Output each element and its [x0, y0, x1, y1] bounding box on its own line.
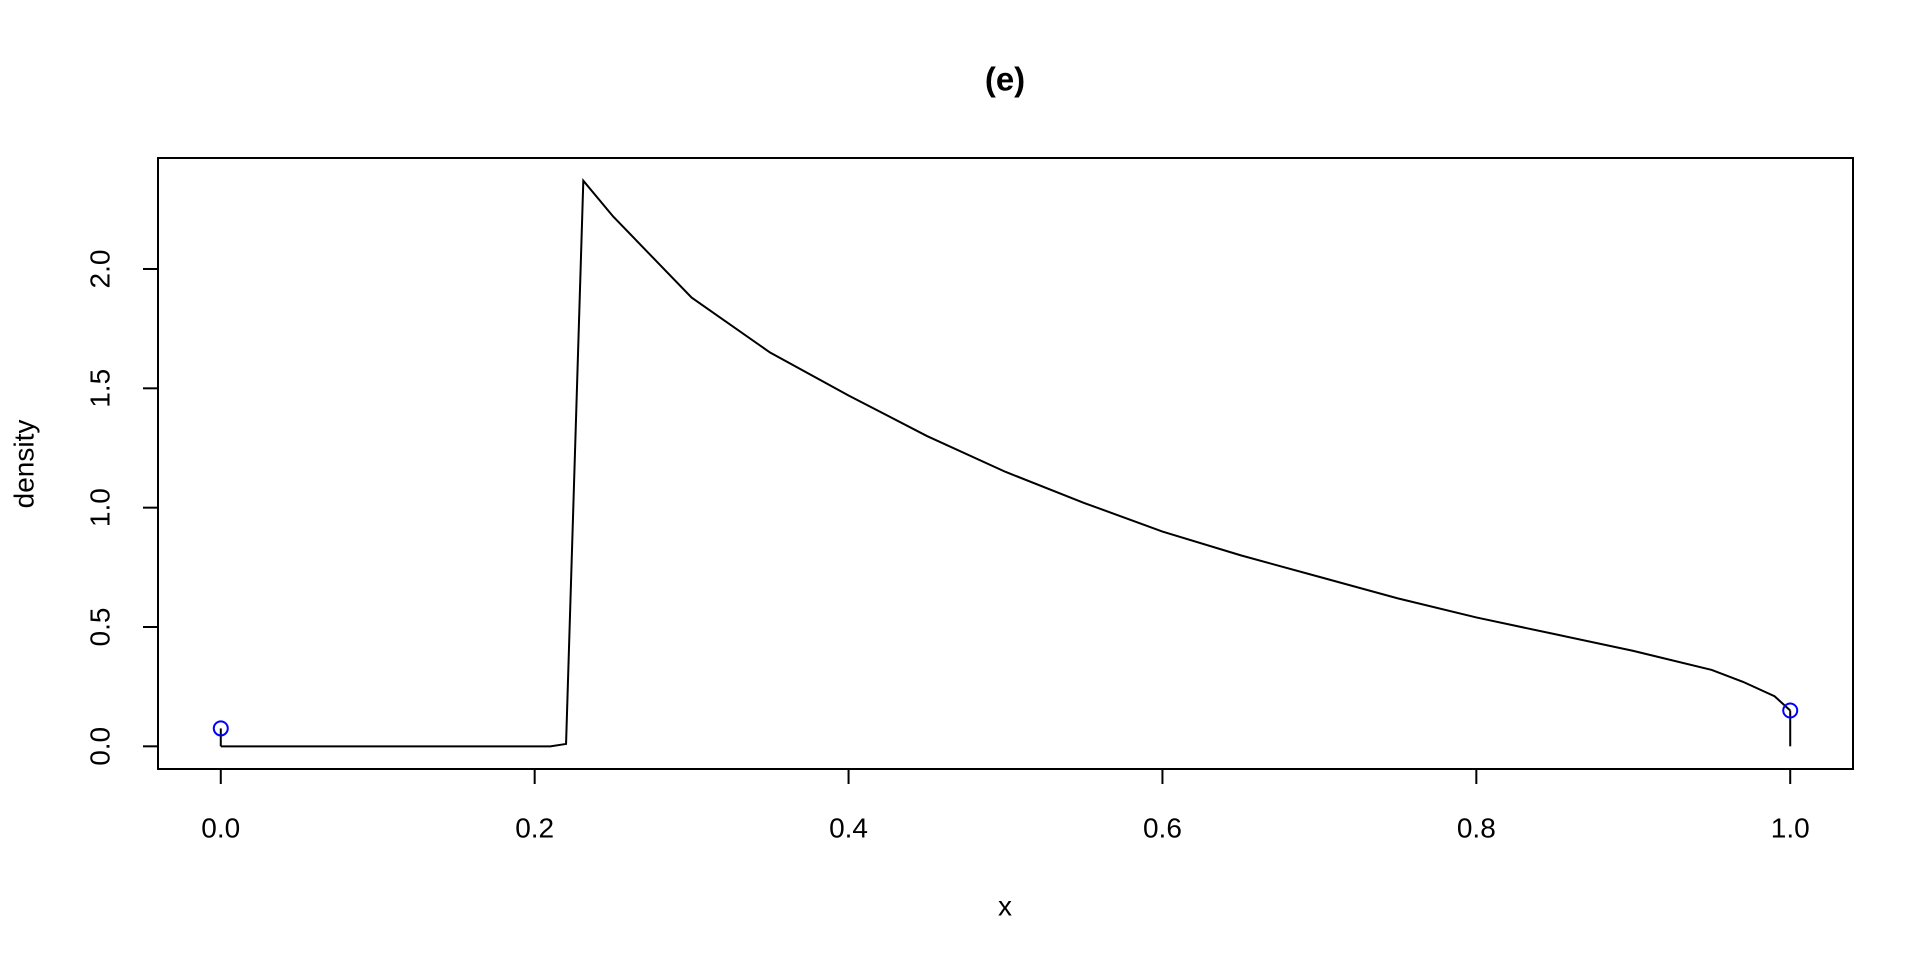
plot-frame	[157, 157, 1854, 770]
x-tick-label: 0.6	[1143, 812, 1182, 843]
x-axis-label: x	[998, 890, 1012, 921]
density-line	[220, 178, 1791, 748]
y-tick-label: 2.0	[84, 250, 115, 289]
y-axis-label: density	[8, 420, 39, 509]
chart-title: (e)	[985, 61, 1025, 98]
x-tick-label: 0.2	[515, 812, 554, 843]
x-tick-label: 1.0	[1771, 812, 1810, 843]
point-mass	[212, 720, 229, 737]
y-tick-label: 1.5	[84, 369, 115, 408]
y-tick-label: 0.0	[84, 727, 115, 766]
x-tick-label: 0.4	[829, 812, 868, 843]
x-tick-label: 0.8	[1457, 812, 1496, 843]
y-tick-label: 0.5	[84, 608, 115, 647]
y-tick-label: 1.0	[84, 488, 115, 527]
point-mass	[1782, 702, 1799, 719]
x-tick-label: 0.0	[201, 812, 240, 843]
